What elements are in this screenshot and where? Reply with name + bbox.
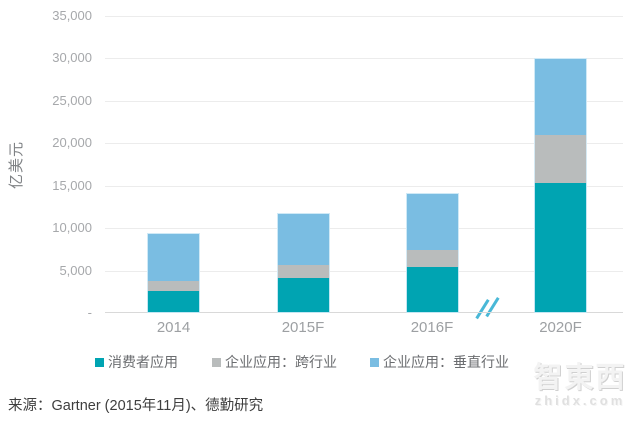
bar-segment-enterprise-vertical-2016F xyxy=(405,193,459,250)
watermark: 智東西 zhidx.com xyxy=(524,354,636,408)
bar-segment-consumer-apps-2020F xyxy=(534,182,587,313)
x-axis-label-2020F: 2020F xyxy=(539,319,582,336)
gridline-30000 xyxy=(105,58,623,60)
bar-segment-enterprise-vertical-2014 xyxy=(147,233,200,282)
x-axis-line xyxy=(105,312,623,313)
legend-item-enterprise-cross-industry: 企业应用：跨行业 xyxy=(212,353,337,371)
bar-segment-consumer-apps-2016F xyxy=(405,266,459,313)
watermark-domain-text: zhidx.com xyxy=(534,393,626,408)
gridline-25000 xyxy=(105,100,623,102)
legend-swatch-consumer-apps xyxy=(95,358,104,367)
x-axis-label-2016F: 2016F xyxy=(410,319,454,336)
y-axis-ticks: - 5,000 10,000 15,000 20,000 25,000 30,000 35,0… xyxy=(0,8,92,320)
gridline-5000 xyxy=(105,270,623,272)
bar-segment-consumer-apps-2014 xyxy=(147,291,200,313)
y-tick-label-25000: 25,000 xyxy=(52,92,92,108)
bar-2020F xyxy=(534,57,587,313)
axis-break-marker xyxy=(475,296,501,322)
watermark-logo-text: 智東西 xyxy=(533,362,627,394)
x-axis-label-2014: 2014 xyxy=(156,319,191,336)
y-tick-label-20000: 20,000 xyxy=(52,135,92,151)
legend-item-enterprise-vertical: 企业应用：垂直行业 xyxy=(370,353,509,371)
bar-2014 xyxy=(147,233,200,313)
gridline-15000 xyxy=(105,185,623,187)
x-axis-label-2015F: 2015F xyxy=(281,319,325,336)
bar-segment-enterprise-vertical-2020F xyxy=(534,57,587,135)
y-tick-label-5000: 5,000 xyxy=(59,262,92,278)
y-tick-label-30000: 30,000 xyxy=(52,50,92,66)
legend-label-consumer-apps: 消费者应用 xyxy=(108,354,178,370)
legend-swatch-enterprise-vertical xyxy=(370,358,379,367)
bar-segment-enterprise-cross-industry-2014 xyxy=(147,281,200,292)
bar-segment-enterprise-cross-industry-2020F xyxy=(534,134,587,183)
legend: 消费者应用 企业应用：跨行业 企业应用：垂直行业 xyxy=(0,353,640,373)
source-note: 来源：Gartner (2015年11月)、德勤研究 xyxy=(8,398,264,414)
y-tick-label-35000: 35,000 xyxy=(52,8,92,23)
y-tick-label-10000: 10,000 xyxy=(52,220,92,236)
bar-segment-enterprise-cross-industry-2015F xyxy=(276,264,330,278)
legend-swatch-enterprise-cross-industry xyxy=(212,358,221,367)
plot-area: 2014 2015F 2016F 2020F xyxy=(105,16,623,336)
legend-label-enterprise-cross-industry: 企业应用：跨行业 xyxy=(225,354,337,370)
gridline-20000 xyxy=(105,143,623,145)
bar-segment-consumer-apps-2015F xyxy=(276,277,330,313)
legend-label-enterprise-vertical: 企业应用：垂直行业 xyxy=(383,354,509,370)
bar-segment-enterprise-cross-industry-2016F xyxy=(405,249,459,267)
bar-2015F xyxy=(276,212,330,313)
gridline-10000 xyxy=(105,228,623,230)
bar-segment-enterprise-vertical-2015F xyxy=(276,212,330,265)
y-tick-label-0: - xyxy=(87,305,92,320)
bar-2016F xyxy=(405,193,459,313)
gridline-35000 xyxy=(105,16,623,17)
y-tick-label-15000: 15,000 xyxy=(52,177,92,193)
legend-item-consumer-apps: 消费者应用 xyxy=(95,353,178,371)
